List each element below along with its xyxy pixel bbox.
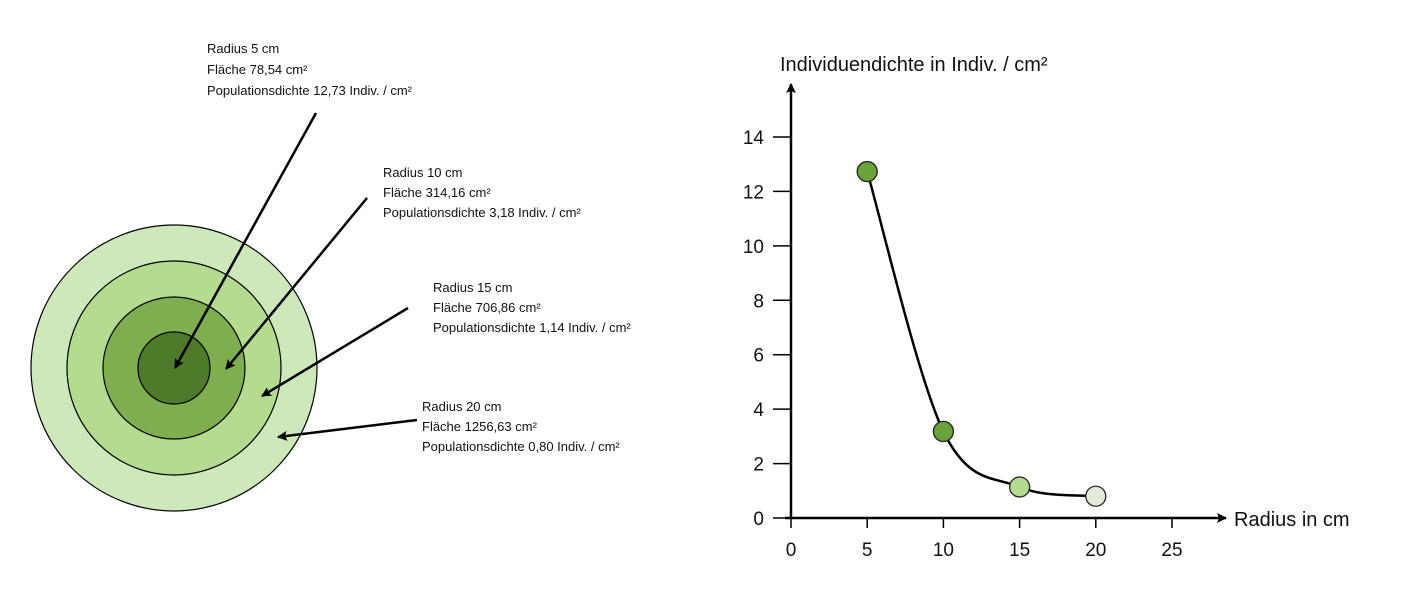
x-tick-label: 15: [1009, 540, 1030, 561]
density-label: Populationsdichte 12,73 Indiv. / cm²: [207, 83, 413, 98]
ring-5cm: [137, 331, 211, 405]
radius-label: Radius 10 cm: [383, 165, 462, 180]
radius-label: Radius 20 cm: [422, 399, 501, 414]
x-tick-label: 20: [1085, 540, 1106, 561]
density-label: Populationsdichte 0,80 Indiv. / cm²: [422, 439, 620, 454]
radius-label: Radius 15 cm: [433, 280, 512, 295]
label-15cm: Radius 15 cm Fläche 706,86 cm² Populatio…: [433, 280, 631, 335]
arrow-15cm: [261, 306, 409, 398]
label-10cm: Radius 10 cm Fläche 314,16 cm² Populatio…: [383, 165, 581, 220]
concentric-circles: [30, 224, 318, 512]
density-label: Populationsdichte 3,18 Indiv. / cm²: [383, 205, 581, 220]
arrow-5cm: [173, 112, 318, 369]
area-label: Fläche 1256,63 cm²: [422, 419, 538, 434]
y-tick-label: 8: [753, 291, 764, 312]
arrow-10cm: [225, 197, 368, 370]
area-label: Fläche 314,16 cm²: [383, 185, 491, 200]
density-label: Populationsdichte 1,14 Indiv. / cm²: [433, 320, 631, 335]
x-tick-label: 10: [933, 540, 954, 561]
radius-label: Radius 5 cm: [207, 41, 279, 56]
arrow-20cm: [277, 418, 418, 441]
y-tick-label: 10: [743, 237, 764, 258]
area-label: Fläche 78,54 cm²: [207, 62, 308, 77]
y-tick-label: 6: [753, 346, 764, 367]
x-tick-label: 0: [786, 540, 797, 561]
data-point: [1085, 485, 1107, 507]
y-tick-label: 4: [753, 400, 764, 421]
data-point: [856, 160, 878, 183]
y-axis-title: Individuendichte in Indiv. / cm²: [780, 54, 1048, 76]
x-tick-label: 25: [1161, 540, 1182, 561]
x-axis-title: Radius in cm: [1234, 509, 1350, 531]
label-5cm: Radius 5 cm Fläche 78,54 cm² Populations…: [207, 41, 413, 98]
label-20cm: Radius 20 cm Fläche 1256,63 cm² Populati…: [422, 399, 620, 454]
data-point: [932, 420, 955, 443]
density-chart: Individuendichte in Indiv. / cm² Radius …: [743, 54, 1350, 561]
y-tick-label: 0: [753, 509, 764, 530]
x-tick-label: 5: [862, 540, 873, 561]
y-tick-label: 2: [753, 455, 764, 476]
area-label: Fläche 706,86 cm²: [433, 300, 541, 315]
density-curve: [866, 171, 1096, 498]
y-tick-label: 14: [743, 128, 765, 149]
y-tick-label: 12: [743, 182, 764, 203]
data-point: [1008, 476, 1031, 498]
